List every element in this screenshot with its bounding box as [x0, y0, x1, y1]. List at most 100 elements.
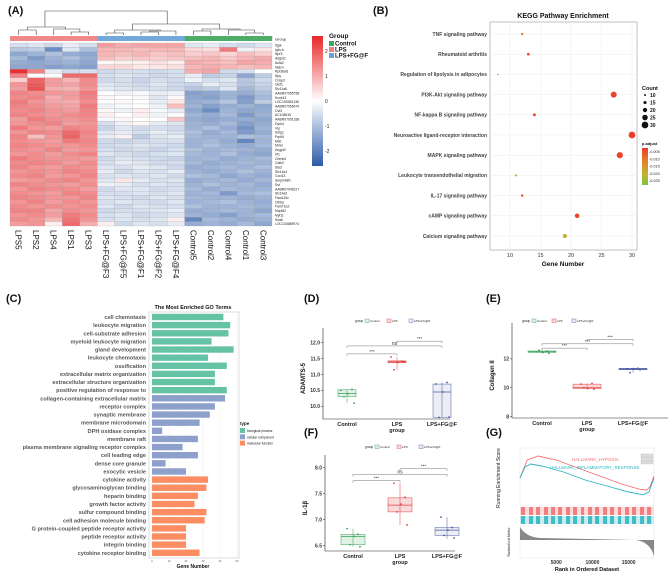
heatmap-cell [97, 212, 115, 218]
sample-label: LPS4 [49, 230, 58, 250]
heatmap-cell [79, 138, 98, 144]
go-bar [152, 403, 215, 410]
significance-bracket [399, 468, 448, 471]
heatmap-cell [27, 121, 46, 126]
y-axis-label: IL-1β [303, 501, 309, 516]
sample-label: LPS+FG@F5 [119, 230, 128, 279]
color-legend-label: -0.015 [649, 165, 660, 169]
hit-mark [554, 516, 556, 524]
hit-mark [522, 507, 524, 515]
heatmap-cell [9, 99, 28, 105]
heatmap-cell [149, 95, 168, 100]
heatmap-cell [44, 138, 63, 144]
axis-lines [322, 328, 450, 420]
collagen2-boxplot-panel: group Control LPS LPS+FG@F 8 10 12 Collagen II C… [490, 318, 668, 433]
group-annotation-cell [10, 36, 28, 41]
hit-mark [642, 516, 644, 524]
heatmap-cell [44, 125, 63, 131]
heatmap-cell [184, 204, 203, 209]
pathway-label: cAMP signaling pathway [428, 214, 487, 220]
heatmap-cell [184, 64, 203, 70]
heatmap-cell [219, 112, 238, 118]
heatmap-cell [79, 69, 98, 74]
heatmap-cell [184, 147, 203, 153]
data-point [406, 524, 408, 526]
heatmap-cell [167, 160, 185, 166]
heatmap-cell [79, 177, 98, 183]
heatmap-cell [97, 204, 115, 209]
data-point [347, 392, 349, 395]
heatmap-cell [9, 108, 28, 113]
heatmap-cell [132, 116, 150, 122]
heatmap-cell [149, 55, 168, 61]
data-point [442, 391, 444, 393]
heatmap-cell [114, 156, 133, 161]
heatmap-cell [27, 217, 46, 222]
heatmap-cell [9, 199, 28, 205]
y-axis-label: ADAMTS-5 [301, 362, 307, 394]
hit-mark [612, 507, 614, 515]
dendrogram-branch [105, 32, 124, 35]
data-point [357, 533, 359, 536]
heatmap-cell [202, 90, 220, 96]
heatmap-cell [254, 112, 273, 118]
heatmap-cell [184, 182, 203, 187]
heatmap-cell [219, 60, 238, 65]
go-term-label: cell chemotaxis [104, 315, 146, 321]
legend-swatch [386, 318, 392, 323]
axis-lines [324, 455, 455, 552]
heatmap-cell [132, 82, 150, 87]
heatmap-cell [9, 191, 28, 196]
heatmap-cell [184, 156, 203, 161]
sample-label: LPS3 [84, 230, 93, 250]
go-term-label: dense core granule [95, 461, 146, 467]
heatmap-cell [149, 86, 168, 92]
heatmap-cell [62, 125, 80, 131]
heatmap-cell [167, 64, 185, 70]
hit-mark [539, 507, 541, 515]
heatmap-cell [9, 160, 28, 166]
hit-mark [531, 507, 533, 515]
heatmap-cell [254, 208, 273, 214]
hit-mark [595, 507, 597, 515]
gene-label: AABR07055758 [275, 91, 299, 95]
legend-label: Control [380, 445, 390, 449]
gene-label: Dyrk4 [275, 122, 284, 126]
hit-mark [633, 507, 635, 515]
heatmap-cell [202, 125, 220, 131]
heatmap-cell [132, 55, 150, 61]
heatmap-cell [27, 64, 46, 70]
heatmap-cell [167, 121, 185, 126]
hit-mark [628, 507, 630, 515]
heatmap-cell [62, 151, 80, 157]
significance-bracket [396, 340, 443, 344]
heatmap-cell [27, 143, 46, 148]
heatmap-cell [202, 221, 220, 227]
chart-title: KEGG Pathway Enrichment [517, 13, 609, 20]
heatmap-cell [44, 77, 63, 83]
size-legend-label: 10 [650, 93, 656, 99]
hit-mark [641, 507, 643, 515]
heatmap-cell [97, 217, 115, 222]
data-point [629, 371, 631, 374]
heatmap-cell [202, 95, 220, 100]
heatmap-cell [9, 195, 28, 200]
heatmap-cell [97, 60, 115, 65]
heatmap-cell [114, 82, 133, 87]
hit-mark [596, 507, 598, 515]
heatmap-cell [27, 42, 46, 48]
heatmap-cell [149, 177, 168, 183]
heatmap-cell [219, 143, 238, 148]
heatmap-cell [9, 103, 28, 109]
heatmap-cell [114, 199, 133, 205]
heatmap-cell [27, 147, 46, 153]
dendrogram-branch [114, 29, 161, 33]
data-point [359, 545, 361, 548]
hit-strip [520, 507, 654, 515]
heatmap-cell [114, 69, 133, 74]
significance-label: *** [562, 343, 568, 348]
heatmap-cell [114, 108, 133, 113]
heatmap-cell [132, 191, 150, 196]
heatmap-cell [79, 217, 98, 222]
pathway-label: PI3K-Akt signaling pathway [421, 92, 487, 98]
